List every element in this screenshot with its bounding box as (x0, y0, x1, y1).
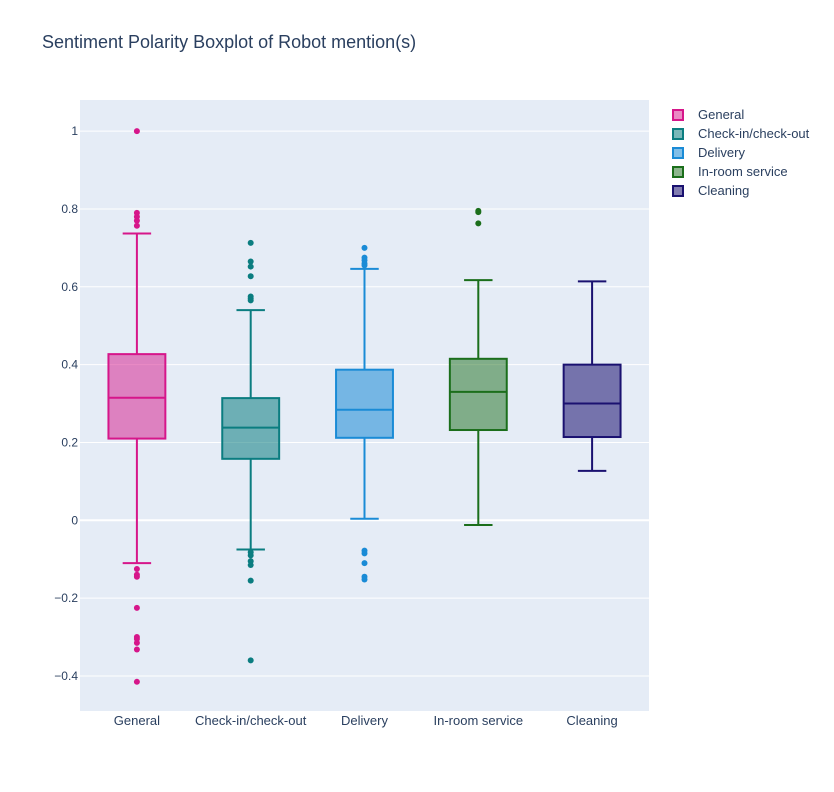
iqr-box (448, 357, 508, 432)
box-trace-general (107, 128, 167, 685)
legend-swatch (672, 127, 684, 140)
y-tick-label: 0.6 (61, 280, 78, 294)
outlier-point (133, 646, 140, 653)
x-tick-label: Delivery (341, 713, 388, 728)
outlier-point (361, 550, 368, 557)
outlier-point (133, 565, 140, 572)
y-tick-label: −0.4 (54, 669, 78, 683)
legend-swatch (672, 108, 684, 121)
iqr-box (107, 353, 167, 440)
outlier-point (247, 273, 254, 280)
y-tick-label: 1 (71, 124, 78, 138)
legend-swatch (672, 184, 684, 197)
outlier-point (133, 604, 140, 611)
legend-label: Check-in/check-out (698, 126, 810, 141)
outlier-point (361, 560, 368, 567)
legend-label: General (698, 107, 745, 122)
y-tick-label: 0.2 (61, 435, 78, 449)
outlier-point (247, 239, 254, 246)
y-tick-label: −0.2 (54, 591, 78, 605)
legend-label: Cleaning (698, 183, 750, 198)
legend-item[interactable]: In-room service (672, 162, 809, 181)
outlier-point (133, 217, 140, 224)
legend-swatch (672, 146, 684, 159)
outlier-point (247, 263, 254, 270)
y-tick-label: 0.4 (61, 358, 78, 372)
outlier-point (475, 209, 482, 216)
outlier-point (361, 244, 368, 251)
x-tick-label: Cleaning (566, 713, 617, 728)
outlier-point (247, 577, 254, 584)
outlier-point (247, 552, 254, 559)
iqr-box (335, 368, 394, 439)
box-trace-in-room-service (448, 207, 508, 526)
x-tick-label: Check-in/check-out (195, 713, 307, 728)
legend-label: In-room service (698, 164, 788, 179)
y-tick-label: 0.8 (61, 202, 78, 216)
outlier-point (361, 262, 368, 269)
legend-swatch (672, 165, 684, 178)
outlier-point (133, 573, 140, 580)
outlier-point (247, 562, 254, 569)
outlier-point (361, 576, 368, 583)
legend-item[interactable]: Check-in/check-out (672, 124, 809, 143)
box-trace-delivery (335, 244, 394, 583)
outlier-point (247, 297, 254, 304)
outlier-point (133, 639, 140, 646)
outlier-point (133, 222, 140, 229)
box-trace-check-in-check-out (221, 239, 281, 664)
iqr-box (562, 363, 622, 439)
x-tick-label: In-room service (434, 713, 524, 728)
legend-item[interactable]: Cleaning (672, 181, 809, 200)
y-axis: −0.4 −0.2 0 0.2 0.4 0.6 0.8 1 (54, 124, 78, 683)
outlier-point (133, 678, 140, 685)
outlier-point (247, 657, 254, 664)
chart-title: Sentiment Polarity Boxplot of Robot ment… (42, 32, 417, 52)
box-trace-cleaning (562, 280, 622, 472)
box-traces (107, 128, 622, 685)
outlier-point (475, 220, 482, 227)
legend: General Check-in/check-out Delivery In-room… (672, 105, 809, 200)
x-tick-label: General (114, 713, 160, 728)
y-tick-label: 0 (71, 513, 78, 527)
legend-label: Delivery (698, 145, 745, 160)
legend-item[interactable]: Delivery (672, 143, 809, 162)
outlier-point (133, 128, 140, 135)
outlier-point (247, 258, 254, 265)
x-axis: General Check-in/check-out Delivery In-room… (114, 713, 618, 728)
legend-item[interactable]: General (672, 105, 809, 124)
